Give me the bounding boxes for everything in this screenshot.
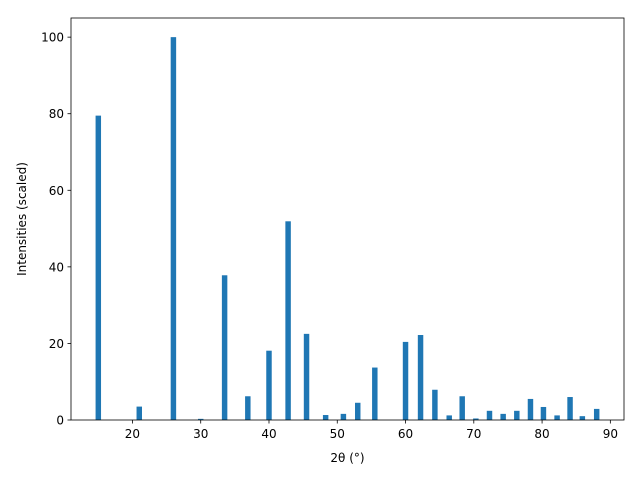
bar xyxy=(593,408,600,420)
bar xyxy=(417,335,424,420)
x-tick-label: 40 xyxy=(261,427,276,441)
bar xyxy=(579,416,586,420)
bar xyxy=(446,415,452,420)
y-tick-label: 40 xyxy=(49,260,64,274)
bar xyxy=(340,413,347,420)
x-ticks: 20 30 40 50 60 70 80 90 xyxy=(125,420,618,441)
bar xyxy=(372,367,378,420)
y-tick-label: 20 xyxy=(49,337,64,351)
bar xyxy=(95,115,102,420)
x-tick-label: 20 xyxy=(125,427,140,441)
bar xyxy=(459,396,465,420)
x-tick-label: 30 xyxy=(193,427,208,441)
bar xyxy=(245,396,251,420)
bar xyxy=(285,221,291,420)
y-tick-label: 0 xyxy=(56,414,64,428)
bar xyxy=(554,415,560,420)
bar xyxy=(432,389,438,420)
bar xyxy=(197,418,204,420)
y-ticks: 0 20 40 60 80 100 xyxy=(41,31,71,428)
x-tick-label: 50 xyxy=(330,427,345,441)
bar xyxy=(486,410,493,420)
x-tick-label: 90 xyxy=(603,427,618,441)
bar xyxy=(567,397,573,420)
bar xyxy=(170,37,177,420)
bar xyxy=(322,415,329,420)
bar xyxy=(473,418,479,420)
bar xyxy=(355,402,361,420)
x-tick-label: 80 xyxy=(534,427,549,441)
bar xyxy=(527,398,534,420)
bar xyxy=(540,406,547,420)
bar xyxy=(500,413,506,420)
x-tick-label: 60 xyxy=(398,427,413,441)
bar xyxy=(221,275,228,420)
y-tick-label: 80 xyxy=(49,107,64,121)
bar xyxy=(303,333,310,420)
plot-frame xyxy=(70,17,625,421)
y-axis-label: Intensities (scaled) xyxy=(15,162,29,276)
bar xyxy=(514,410,520,420)
bar xyxy=(402,341,409,420)
y-tick-label: 60 xyxy=(49,184,64,198)
bar xyxy=(136,406,142,420)
x-axis-label: 2θ (°) xyxy=(330,451,364,465)
x-tick-label: 70 xyxy=(466,427,481,441)
y-tick-label: 100 xyxy=(41,31,64,45)
bar xyxy=(266,350,272,420)
bars-group xyxy=(95,37,600,420)
